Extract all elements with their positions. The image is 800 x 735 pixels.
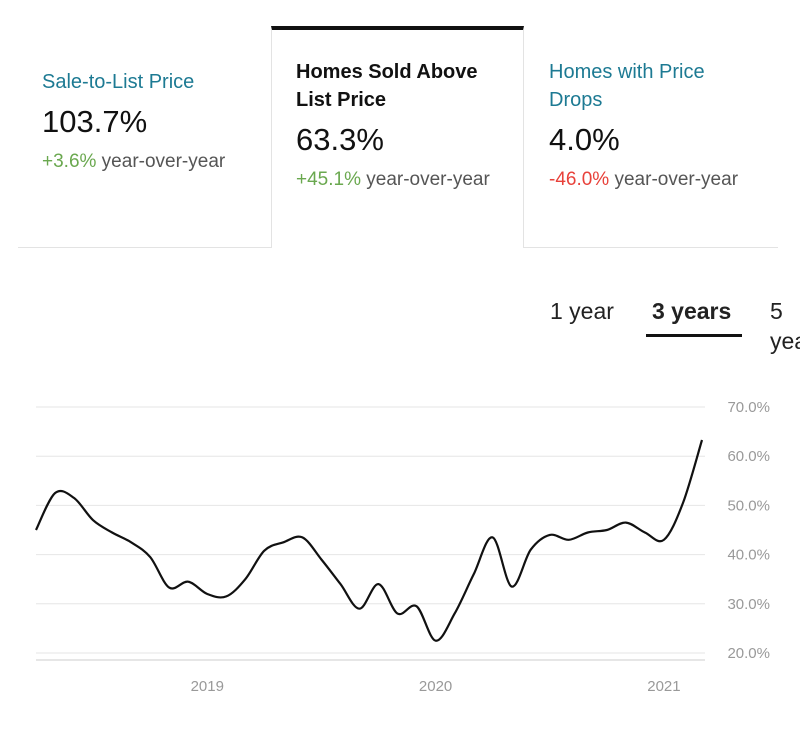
card-value: 103.7% — [42, 104, 148, 139]
y-tick-label: 50.0% — [727, 497, 770, 514]
card-title: Homes Sold Above List Price — [296, 61, 478, 111]
card-change: +3.6% year-over-year — [42, 148, 242, 176]
tab-5-years[interactable]: 5 years — [770, 298, 800, 354]
card-value: 4.0% — [549, 122, 620, 157]
change-suffix: year-over-year — [96, 151, 226, 172]
y-tick-label: 20.0% — [727, 645, 770, 662]
card-title: Homes with Price Drops — [549, 61, 705, 111]
card-change: +45.1% year-over-year — [296, 166, 496, 194]
change-suffix: year-over-year — [609, 169, 739, 190]
change-suffix: year-over-year — [360, 169, 490, 190]
change-value: -46.0% — [549, 169, 610, 190]
x-tick-label: 2019 — [191, 678, 224, 695]
y-tick-label: 40.0% — [727, 547, 770, 564]
card-value: 63.3% — [296, 122, 384, 157]
time-range-tabs: 1 year 3 years 5 years — [440, 292, 800, 354]
y-tick-label: 60.0% — [727, 448, 770, 465]
y-tick-label: 30.0% — [727, 596, 770, 613]
x-tick-label: 2021 — [647, 678, 680, 695]
card-sale-to-list[interactable]: Sale-to-List Price 103.7% +3.6% year-ove… — [18, 26, 271, 248]
selected-tab-underline — [646, 334, 742, 337]
series-line — [35, 439, 704, 642]
tab-1-year[interactable]: 1 year — [550, 298, 614, 324]
line-chart: 20.0% 30.0% 40.0% 50.0% 60.0% 70.0% 2019 2020 20… — [35, 399, 770, 695]
tab-3-years[interactable]: 3 years — [652, 298, 732, 324]
y-tick-label: 70.0% — [727, 399, 770, 416]
card-price-drops[interactable]: Homes with Price Drops 4.0% -46.0% year-… — [524, 26, 778, 248]
card-homes-sold-above-list[interactable]: Homes Sold Above List Price 63.3% +45.1%… — [271, 26, 524, 248]
change-value: +45.1% — [296, 169, 361, 190]
x-tick-label: 2020 — [419, 678, 452, 695]
card-title: Sale-to-List Price — [42, 71, 195, 93]
change-value: +3.6% — [42, 151, 97, 172]
metric-cards: Sale-to-List Price 103.7% +3.6% year-ove… — [0, 0, 800, 250]
card-change: -46.0% year-over-year — [549, 166, 749, 194]
